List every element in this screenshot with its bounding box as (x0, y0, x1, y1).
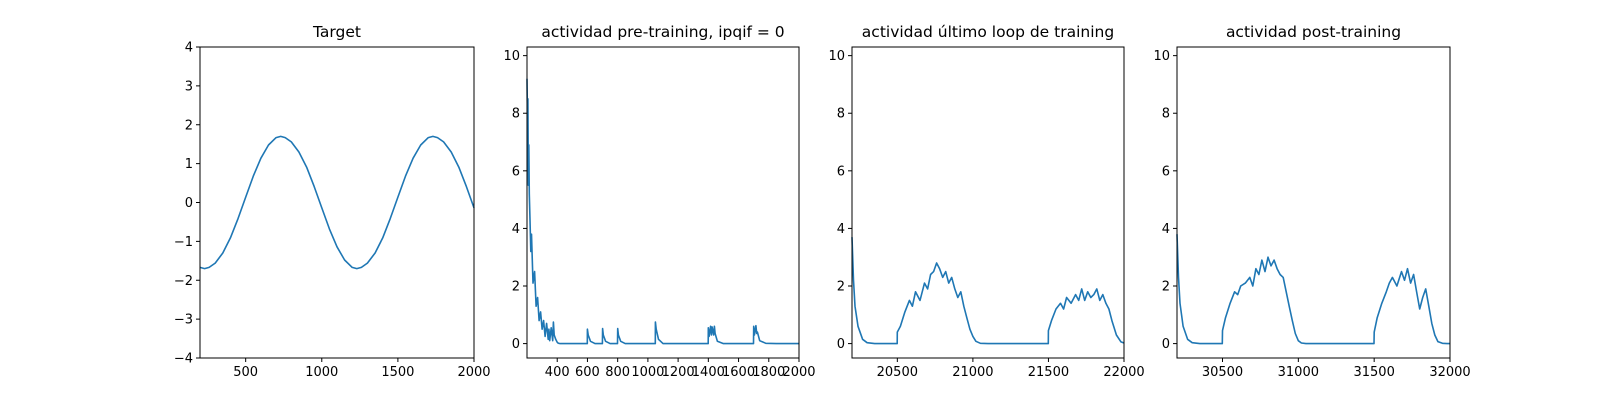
y-tick-label: 1 (185, 157, 193, 172)
y-tick-label: 2 (512, 280, 520, 295)
subplot-title: actividad pre-training, ipqif = 0 (541, 23, 784, 41)
axes-frame (851, 46, 1125, 359)
y-tick-label: 4 (512, 222, 520, 237)
x-tick-label: 1000 (305, 365, 338, 380)
y-tick-label: 6 (512, 164, 520, 179)
subplot-title: actividad post-training (1226, 23, 1401, 41)
series-line-1 (851, 237, 1125, 345)
y-tick-label: 8 (1162, 107, 1170, 122)
x-tick-label: 21500 (1028, 365, 1069, 380)
y-tick-label: 2 (185, 118, 193, 133)
series-line-1 (199, 135, 475, 270)
subplot-4: 30500 31000 31500 32000 0 2 4 6 8 10 actividad pos… (1153, 23, 1470, 380)
subplot-1: 500 1000 1500 2000 −4 −3 −2 −1 0 1 2 3 4 Target (174, 23, 491, 380)
x-tick-label: 2000 (782, 365, 815, 380)
y-tick-label: 10 (503, 49, 520, 64)
y-tick-label: −1 (174, 235, 193, 250)
y-tick-label: 3 (185, 79, 193, 94)
y-tick-label: 6 (837, 164, 845, 179)
x-tick-label: 1600 (722, 365, 755, 380)
y-tick-label: 0 (1162, 337, 1170, 352)
subplot-title: Target (312, 23, 361, 41)
y-tick-label: −3 (174, 313, 193, 328)
x-tick-label: 1400 (692, 365, 725, 380)
y-tick-label: 4 (1162, 222, 1170, 237)
axes-frame (1176, 46, 1451, 359)
x-tick-label: 400 (545, 365, 570, 380)
y-tick-label: 10 (828, 49, 845, 64)
y-tick-label: −4 (174, 352, 193, 367)
subplot-3: 20500 21000 21500 22000 0 2 4 6 8 10 actividad últ… (828, 23, 1144, 380)
y-tick-label: 0 (512, 337, 520, 352)
x-tick-label: 1500 (381, 365, 414, 380)
x-tick-label: 30500 (1202, 365, 1243, 380)
x-tick-label: 600 (575, 365, 600, 380)
y-tick-label: 8 (837, 107, 845, 122)
y-tick-label: 4 (185, 41, 193, 56)
y-tick-label: 6 (1162, 164, 1170, 179)
y-tick-label: 0 (837, 337, 845, 352)
x-tick-label: 500 (233, 365, 258, 380)
x-tick-label: 800 (605, 365, 630, 380)
x-tick-label: 1800 (752, 365, 785, 380)
x-tick-label: 22000 (1103, 365, 1144, 380)
series-line-1 (526, 78, 799, 345)
x-tick-label: 20500 (877, 365, 918, 380)
axes-frame (526, 46, 800, 359)
y-tick-label: 4 (837, 222, 845, 237)
x-tick-label: 1000 (631, 365, 664, 380)
axes-frame (199, 46, 475, 359)
y-tick-label: 10 (1153, 49, 1170, 64)
x-tick-label: 32000 (1429, 365, 1470, 380)
y-tick-label: 0 (185, 196, 193, 211)
x-tick-label: 21000 (952, 365, 993, 380)
x-tick-label: 31000 (1278, 365, 1319, 380)
series-line-1 (1176, 234, 1450, 345)
subplot-title: actividad último loop de training (862, 23, 1114, 41)
y-tick-label: −2 (174, 274, 193, 289)
x-tick-label: 31500 (1353, 365, 1394, 380)
x-tick-label: 2000 (457, 365, 490, 380)
x-tick-label: 1200 (662, 365, 695, 380)
y-tick-label: 2 (837, 280, 845, 295)
y-tick-label: 2 (1162, 280, 1170, 295)
y-tick-label: 8 (512, 107, 520, 122)
